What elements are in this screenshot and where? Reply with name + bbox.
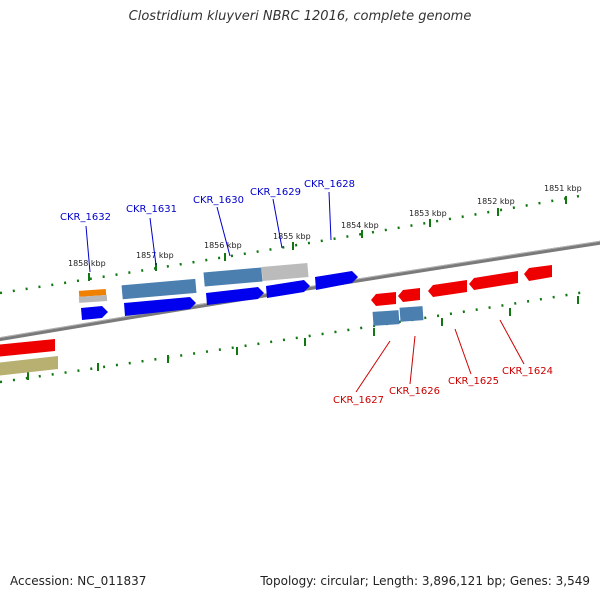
inner-scale [0,290,586,384]
gene-ckr-1632[interactable] [81,306,108,320]
genome-summary: Topology: circular; Length: 3,896,121 bp… [260,574,590,588]
genome-title: Clostridium kluyveri NBRC 12016, complet… [128,9,472,24]
scale-label: 1852 kbp [477,197,515,206]
gene-label-reverse: CKR_1626 [389,386,440,397]
gene-label-forward: CKR_1628 [304,179,355,190]
gene-ckr-1629[interactable] [266,280,310,298]
gene-label-forward: CKR_1629 [250,187,301,198]
gene-ckr-1625b[interactable] [469,271,518,290]
gene-label-forward: CKR_1631 [126,204,177,215]
gene-ckr-1628[interactable] [315,271,358,290]
gene-ckr-1631[interactable] [124,297,196,316]
gene-ckr-1626[interactable] [398,288,420,302]
scale-label: 1851 kbp [544,184,582,193]
scale-label: 1854 kbp [341,221,379,230]
scale-label: 1853 kbp [409,209,447,218]
reverse-leaders [355,319,525,393]
feature-steelblue[interactable] [372,310,400,326]
feature-orange[interactable] [78,289,107,297]
gene-label-forward: CKR_1632 [60,212,111,223]
gene-label-reverse: CKR_1627 [333,395,384,406]
forward-genes [81,271,358,320]
forward-labels: CKR_1632 CKR_1631 CKR_1630 CKR_1629 CKR_… [60,179,355,223]
gene-ckr-1624[interactable] [524,265,552,281]
feature-steelblue[interactable] [121,278,197,300]
reverse-labels: CKR_1627 CKR_1626 CKR_1625 CKR_1624 [333,366,553,406]
reverse-genes [0,265,552,376]
scale-label: 1856 kbp [204,241,242,250]
feature-olive[interactable] [0,356,58,376]
feature-steelblue[interactable] [399,306,424,322]
forward-leaders [85,191,332,273]
major-ticks [27,196,579,380]
feature-gray[interactable] [78,294,108,303]
accession-label: Accession: NC_011837 [10,574,147,588]
scale-label: 1858 kbp [68,259,106,268]
gene-label-reverse: CKR_1624 [502,366,553,377]
gene-ckr-1627[interactable] [371,292,396,306]
feature-gray[interactable] [261,263,309,281]
gene-left-red[interactable] [0,339,55,357]
gene-ckr-1630[interactable] [206,287,264,305]
gene-ckr-1625[interactable] [428,280,467,297]
gene-label-forward: CKR_1630 [193,195,244,206]
forward-features [78,263,309,303]
scale-label: 1855 kbp [273,232,311,241]
feature-steelblue[interactable] [203,267,263,287]
gene-label-reverse: CKR_1625 [448,376,499,387]
